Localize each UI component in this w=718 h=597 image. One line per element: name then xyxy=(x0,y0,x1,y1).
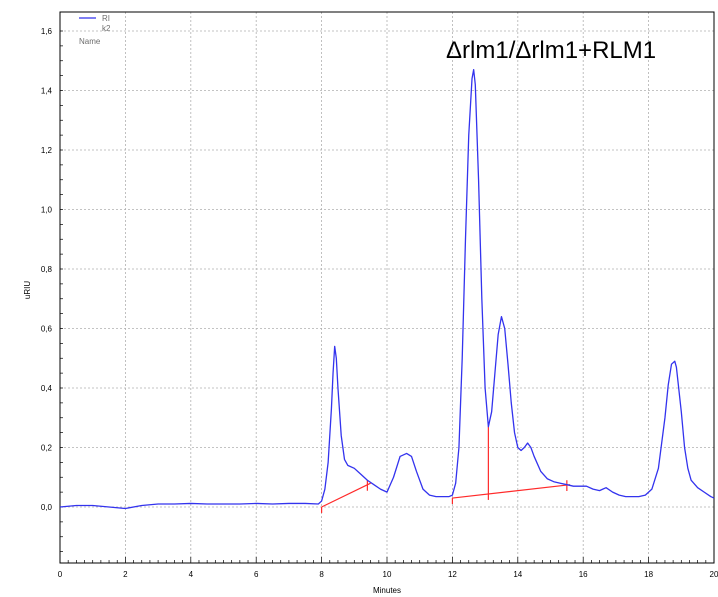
grid-lines xyxy=(60,12,714,563)
y-tick-label: 1,4 xyxy=(41,87,53,96)
y-tick-label: 0,6 xyxy=(41,325,53,334)
y-tick-label: 1,0 xyxy=(41,206,53,215)
y-tick-label: 0,2 xyxy=(41,444,53,453)
legend-series-sublabel: k2 xyxy=(102,24,111,33)
y-axis-title: uRIU xyxy=(23,281,32,299)
y-tick-labels: 0,0 0,2 0,4 0,6 0,8 1,0 1,2 1,4 1,6 xyxy=(41,27,53,512)
x-tick-label: 0 xyxy=(58,570,63,579)
x-tick-label: 8 xyxy=(319,570,324,579)
chart-title: Δrlm1/Δrlm1+RLM1 xyxy=(446,37,656,64)
x-tick-label: 14 xyxy=(513,570,522,579)
y-tick-label: 1,6 xyxy=(41,27,53,36)
x-tick-label: 12 xyxy=(448,570,457,579)
series-line-ri xyxy=(59,69,715,510)
baseline-segment xyxy=(321,482,371,508)
x-tick-label: 2 xyxy=(123,570,128,579)
baseline-segment xyxy=(452,484,571,499)
x-tick-label: 4 xyxy=(189,570,194,579)
y-tick-label: 0,4 xyxy=(41,384,53,393)
minor-ticks xyxy=(59,30,715,563)
x-tick-label: 6 xyxy=(254,570,259,579)
x-tick-label: 18 xyxy=(644,570,653,579)
legend-series-label: RI xyxy=(102,14,110,23)
y-tick-label: 0,0 xyxy=(41,503,53,512)
x-tick-label: 20 xyxy=(710,570,718,579)
legend-header: Name xyxy=(79,37,101,46)
x-tick-label: 10 xyxy=(383,570,392,579)
x-tick-labels: 0 2 4 6 8 10 12 14 16 18 20 xyxy=(58,570,718,579)
legend: RI k2 Name xyxy=(79,14,111,46)
x-axis-title: Minutes xyxy=(373,586,401,595)
integration-baselines xyxy=(321,426,571,513)
y-tick-label: 1,2 xyxy=(41,146,53,155)
y-tick-label: 0,8 xyxy=(41,265,53,274)
series-group xyxy=(59,69,715,510)
x-tick-label: 16 xyxy=(579,570,588,579)
